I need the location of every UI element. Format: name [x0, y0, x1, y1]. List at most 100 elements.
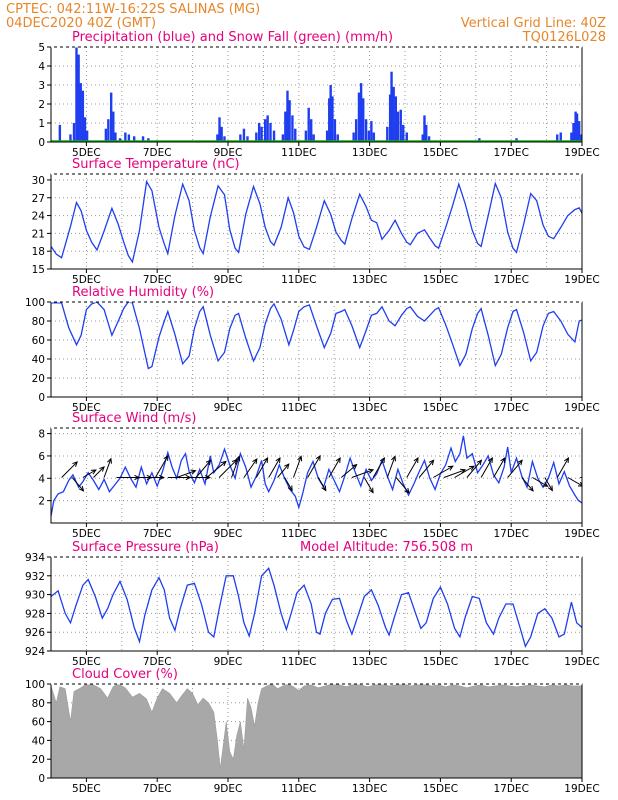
precip-bar [312, 134, 315, 142]
precip-marks [51, 47, 582, 142]
wind-vector-head [404, 487, 410, 494]
wind-vector [277, 463, 290, 478]
precip-bar [304, 130, 308, 142]
precip-bar [577, 121, 581, 142]
humidity-y-tick-label: 100 [25, 297, 45, 309]
cloud-y-tick-label: 80 [32, 698, 45, 710]
wind-vector [206, 461, 227, 478]
header-model-code: TQ0126L028 [522, 30, 606, 45]
pressure-y-tick-label: 924 [25, 646, 45, 658]
precip-x-tick-label: 13DEC [352, 147, 387, 159]
wind-vector-head [500, 457, 506, 464]
wind-vector-head [547, 485, 553, 492]
precip-bar [77, 54, 80, 142]
wind-marks [51, 435, 582, 517]
precip-bar [559, 132, 562, 142]
precip-x-tick-label: 11DEC [281, 147, 316, 159]
humidity-marks [51, 302, 582, 370]
precip-bar [272, 130, 276, 142]
wind-vector [372, 457, 385, 478]
model-altitude-label: Model Altitude: 756.508 m [300, 540, 473, 555]
header-run-time: 04DEC2020 40Z (GMT) [6, 16, 156, 31]
temperature-x-tick-label: 5DEC [72, 274, 101, 286]
cloud-panel-title: Cloud Cover (%) [72, 667, 178, 682]
precip-bar [427, 136, 431, 142]
precip-bar [266, 115, 269, 142]
precip-bar [107, 119, 110, 142]
humidity-y-tick-label: 80 [32, 316, 45, 328]
precip-bar [370, 121, 373, 142]
wind-vector-head [263, 457, 269, 464]
wind-vector-head [190, 469, 197, 475]
precip-bar [359, 83, 363, 142]
precip-bar [141, 136, 145, 142]
precip-bar [242, 128, 246, 142]
precip-bar [386, 126, 389, 142]
wind-vector-head [428, 459, 435, 466]
precip-bar [402, 124, 405, 142]
wind-vector-head [297, 455, 303, 462]
humidity-panel-title: Relative Humidity (%) [72, 285, 214, 300]
wind-vector-head [564, 457, 570, 464]
cloud-x-tick-label: 17DEC [493, 783, 528, 795]
wind-vector-head [391, 455, 396, 462]
precip-bar [216, 134, 219, 142]
precip-bar [352, 132, 355, 142]
wind-vector [395, 477, 410, 494]
precip-panel-title: Precipitation (blue) and Snow Fall (gree… [72, 30, 393, 45]
precip-bar [58, 124, 62, 142]
wind-vector [480, 457, 493, 478]
wind-vector [82, 469, 97, 478]
temperature-panel-title: Surface Temperature (nC) [72, 157, 240, 172]
wind-y-tick-label: 6 [38, 451, 45, 463]
humidity-y-tick-label: 60 [32, 335, 45, 347]
wind-vector [443, 469, 466, 478]
wind-vector [363, 477, 374, 493]
temperature-y-tick-label: 18 [32, 246, 45, 258]
wind-vector-head [447, 465, 454, 471]
wind-vector [154, 455, 169, 478]
wind-vector-head [315, 454, 321, 461]
pressure-y-tick-label: 928 [25, 608, 45, 620]
precip-bar [421, 134, 424, 142]
wind-y-tick-label: 2 [38, 496, 45, 508]
precip-bar [570, 132, 573, 142]
precip-bar [425, 124, 428, 142]
precip-bar [309, 119, 313, 142]
cloud-y-tick-label: 100 [25, 679, 45, 691]
precip-bar [399, 109, 402, 142]
temperature-x-tick-label: 11DEC [281, 274, 316, 286]
precip-frame [50, 46, 583, 143]
pressure-x-tick-label: 17DEC [493, 656, 528, 668]
cloud-x-tick-label: 15DEC [423, 783, 458, 795]
precip-bar [109, 92, 113, 142]
wind-vector-head [99, 466, 105, 472]
precip-bar [124, 132, 127, 142]
precip-x-tick-label: 7DEC [143, 147, 172, 159]
precip-bar [104, 128, 108, 142]
wind-vector [317, 477, 327, 491]
wind-vector [103, 458, 112, 478]
temperature-x-tick-label: 7DEC [143, 274, 172, 286]
header-location: CPTEC: 042:11W-16:22S SALINAS (MG) [6, 2, 260, 17]
cloud-y-tick-label: 60 [32, 717, 45, 729]
temperature-marks [51, 179, 582, 264]
header-grid-note: Vertical Grid Line: 40Z [461, 16, 606, 31]
cloud-y-tick-label: 20 [32, 754, 45, 766]
temperature-x-tick-label: 17DEC [493, 274, 528, 286]
wind-vector [176, 470, 196, 478]
precip-y-tick-label: 4 [38, 61, 45, 73]
precip-bar [220, 126, 223, 142]
cloud-cover-area [51, 684, 582, 778]
precip-bar [72, 123, 76, 142]
wind-x-tick-label: 11DEC [281, 528, 316, 540]
humidity-y-tick-label: 40 [32, 354, 45, 366]
wind-vector [406, 457, 419, 478]
wind-vector-head [476, 459, 483, 466]
precip-bar [328, 98, 331, 142]
wind-vector-head [252, 458, 258, 465]
wind-vector [231, 456, 240, 478]
cloud-y-tick-label: 40 [32, 735, 45, 747]
precip-y-tick-label: 2 [38, 99, 45, 111]
humidity-x-tick-label: 15DEC [423, 402, 458, 414]
